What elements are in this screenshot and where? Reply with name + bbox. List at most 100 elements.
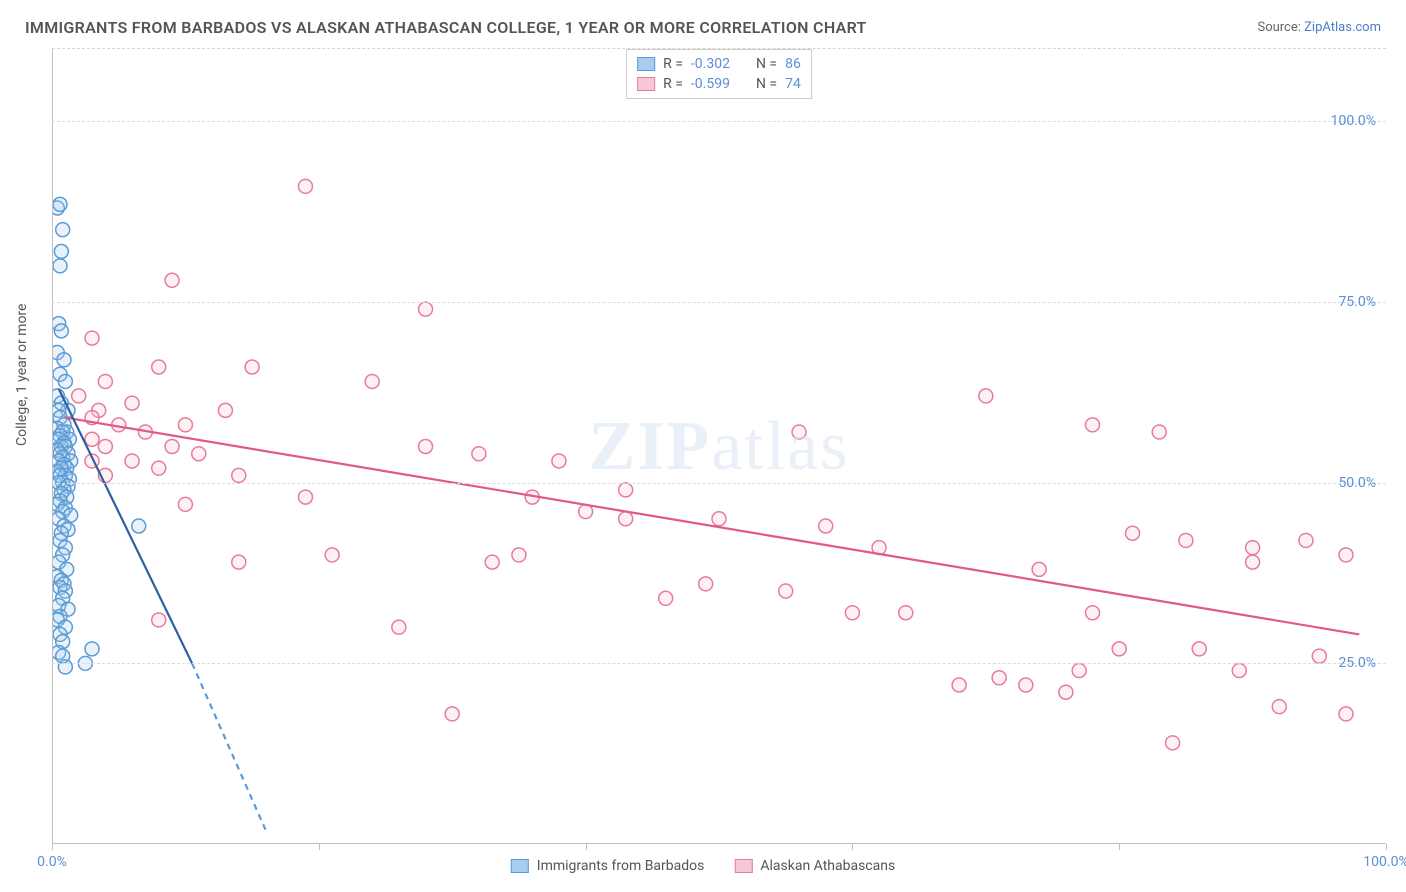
data-point (1019, 678, 1033, 692)
series-legend-item-pink: Alaskan Athabascans (734, 858, 895, 874)
data-point (132, 519, 146, 533)
data-point (218, 403, 232, 417)
data-point (472, 447, 486, 461)
legend-swatch-blue (511, 859, 529, 873)
n-value-pink: 74 (785, 76, 801, 92)
data-point (1246, 555, 1260, 569)
data-point (165, 440, 179, 454)
y-axis-line (52, 49, 53, 844)
data-point (232, 468, 246, 482)
data-point (1086, 606, 1100, 620)
data-point (1339, 707, 1353, 721)
x-tick (852, 844, 853, 850)
source-link[interactable]: ZipAtlas.com (1304, 20, 1381, 35)
data-point (1299, 533, 1313, 547)
trend-line (192, 663, 265, 829)
data-point (85, 331, 99, 345)
data-point (1192, 642, 1206, 656)
data-point (125, 454, 139, 468)
data-point (57, 353, 71, 367)
correlation-legend: R = -0.302 N = 86 R = -0.599 N = 74 (626, 49, 812, 99)
data-point (58, 660, 72, 674)
n-label: N = (756, 56, 777, 72)
x-tick-label: 100.0% (1363, 854, 1406, 870)
n-label: N = (756, 76, 777, 92)
data-point (1232, 664, 1246, 678)
r-label: R = (663, 56, 683, 72)
data-point (178, 418, 192, 432)
data-point (979, 389, 993, 403)
data-point (245, 360, 259, 374)
data-point (899, 606, 913, 620)
data-point (1126, 526, 1140, 540)
data-point (85, 642, 99, 656)
data-point (1152, 425, 1166, 439)
x-tick (1386, 844, 1387, 850)
gridline (52, 663, 1386, 664)
data-point (619, 512, 633, 526)
data-point (392, 620, 406, 634)
data-point (152, 360, 166, 374)
data-point (552, 454, 566, 468)
data-point (419, 302, 433, 316)
data-point (85, 432, 99, 446)
series-legend-item-blue: Immigrants from Barbados (511, 858, 705, 874)
trend-line (65, 418, 1359, 635)
data-point (152, 461, 166, 475)
data-point (178, 497, 192, 511)
data-point (445, 707, 459, 721)
r-value-blue: -0.302 (691, 56, 730, 72)
data-point (54, 324, 68, 338)
x-axis-line (52, 843, 1386, 844)
data-point (192, 447, 206, 461)
data-point (792, 425, 806, 439)
data-point (845, 606, 859, 620)
chart-title: IMMIGRANTS FROM BARBADOS VS ALASKAN ATHA… (25, 18, 867, 37)
data-point (1166, 736, 1180, 750)
r-value-pink: -0.599 (691, 76, 730, 92)
trend-line (59, 389, 192, 664)
legend-swatch-pink (637, 77, 655, 91)
data-point (298, 179, 312, 193)
correlation-legend-row-blue: R = -0.302 N = 86 (637, 54, 801, 74)
data-point (54, 244, 68, 258)
legend-swatch-blue (637, 57, 655, 71)
y-axis-label: College, 1 year or more (14, 304, 30, 446)
data-point (53, 259, 67, 273)
x-tick (1119, 844, 1120, 850)
data-point (165, 273, 179, 287)
data-point (779, 584, 793, 598)
data-point (365, 374, 379, 388)
data-point (699, 577, 713, 591)
data-point (1072, 664, 1086, 678)
data-point (512, 548, 526, 562)
gridline (52, 483, 1386, 484)
n-value-blue: 86 (785, 56, 801, 72)
data-point (419, 440, 433, 454)
data-point (56, 223, 70, 237)
correlation-legend-row-pink: R = -0.599 N = 74 (637, 74, 801, 94)
data-point (485, 555, 499, 569)
chart-plot-area: ZIPatlas R = -0.302 N = 86 R = -0.599 N … (52, 48, 1386, 844)
data-point (952, 678, 966, 692)
y-tick-label: 100.0% (1331, 113, 1376, 129)
gridline (52, 121, 1386, 122)
source-prefix: Source: (1257, 20, 1304, 35)
series-label-pink: Alaskan Athabascans (760, 858, 895, 874)
data-point (1032, 562, 1046, 576)
data-point (58, 374, 72, 388)
series-label-blue: Immigrants from Barbados (537, 858, 705, 874)
x-tick-label: 0.0% (37, 854, 67, 870)
data-point (1112, 642, 1126, 656)
series-legend: Immigrants from Barbados Alaskan Athabas… (511, 858, 895, 874)
data-point (992, 671, 1006, 685)
data-point (298, 490, 312, 504)
data-point (1272, 700, 1286, 714)
x-tick (52, 844, 53, 850)
data-point (712, 512, 726, 526)
x-tick (586, 844, 587, 850)
data-point (1312, 649, 1326, 663)
data-point (1179, 533, 1193, 547)
data-point (819, 519, 833, 533)
data-point (1246, 541, 1260, 555)
